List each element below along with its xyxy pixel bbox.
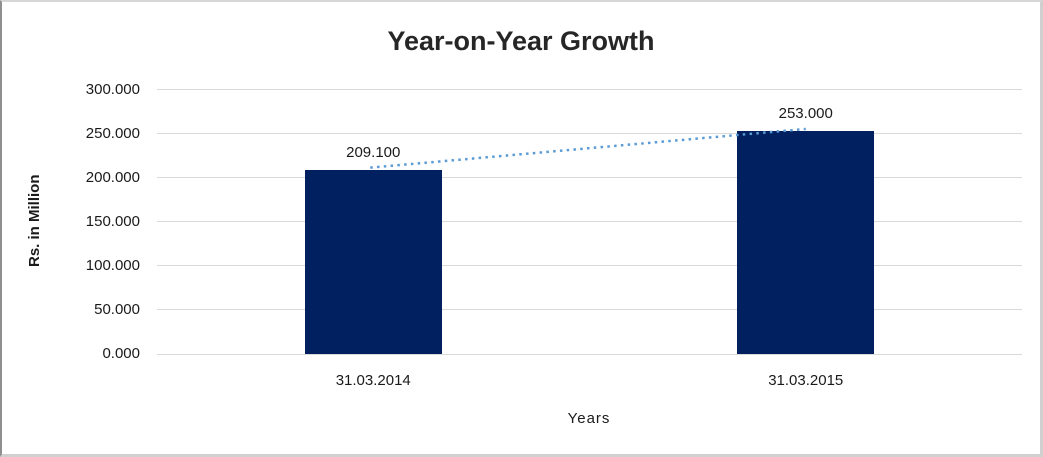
gridline — [157, 221, 1022, 223]
gridline — [157, 177, 1022, 179]
y-tick-label: 0.000 — [102, 345, 140, 362]
y-axis-title: Rs. in Million — [26, 174, 43, 267]
x-axis-title: Years — [567, 410, 611, 427]
gridline — [157, 309, 1022, 311]
bar-31.03.2015 — [737, 130, 875, 354]
bar-31.03.2014 — [304, 169, 442, 354]
y-tick-label: 250.000 — [85, 124, 140, 142]
gridline — [157, 353, 1022, 355]
gridline — [157, 89, 1022, 90]
y-tick-label: 50.000 — [94, 300, 140, 318]
y-tick-label: 100.000 — [85, 256, 140, 274]
data-label: 253.000 — [778, 104, 833, 122]
chart-title: Year-on-Year Growth — [387, 26, 655, 56]
x-category-label: 31.03.2014 — [335, 372, 411, 389]
y-tick-label: 150.000 — [85, 212, 140, 230]
y-tick-label: 300.000 — [85, 80, 140, 98]
gridline — [157, 133, 1022, 135]
gridline — [157, 265, 1022, 267]
data-label: 209.100 — [346, 143, 401, 161]
y-tick-label: 200.000 — [85, 168, 140, 186]
x-category-label: 31.03.2015 — [768, 372, 844, 389]
